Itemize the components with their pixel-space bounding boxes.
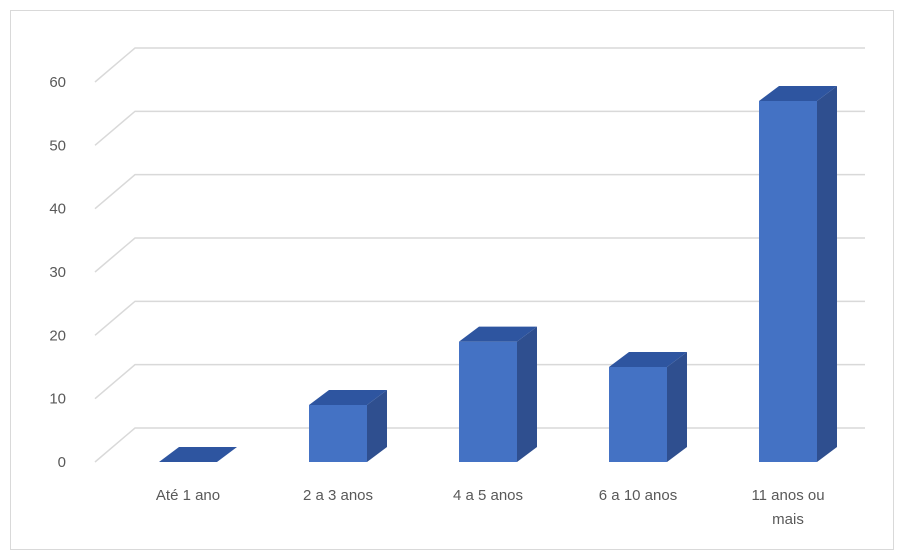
bar-side-face xyxy=(517,326,537,462)
x-axis-category-labels: Até 1 ano 2 a 3 anos 4 a 5 anos 6 a 10 anos… xyxy=(156,487,825,528)
x-category-label: 6 a 10 anos xyxy=(599,487,677,504)
gridline xyxy=(94,300,865,336)
bar xyxy=(759,86,837,462)
y-axis-tick-labels: 0 10 20 30 40 50 60 xyxy=(49,74,66,471)
bar-side-face xyxy=(667,352,687,462)
bar xyxy=(159,447,237,462)
y-tick-label: 0 xyxy=(58,454,66,471)
bar-side-face xyxy=(367,390,387,462)
chart-frame xyxy=(10,10,894,550)
bar-top-face xyxy=(309,390,387,405)
bar xyxy=(459,326,537,462)
y-tick-label: 20 xyxy=(49,327,66,344)
gridline xyxy=(94,173,865,210)
gridline xyxy=(94,110,865,146)
bar-top-face xyxy=(459,326,537,342)
y-tick-label: 30 xyxy=(49,264,66,281)
x-category-label: 4 a 5 anos xyxy=(453,487,523,504)
bar-front-face xyxy=(459,341,517,462)
bar-front-face xyxy=(609,367,667,462)
bar xyxy=(309,390,387,462)
gridline xyxy=(94,237,865,273)
x-category-label: Até 1 ano xyxy=(156,487,220,504)
y-tick-label: 60 xyxy=(49,74,66,91)
gridline xyxy=(94,47,865,83)
bar-front-face xyxy=(309,405,367,462)
bar-side-face xyxy=(817,86,837,462)
bar-top-face xyxy=(609,352,687,367)
y-tick-label: 10 xyxy=(49,391,66,408)
x-category-label: 11 anos ou mais xyxy=(751,487,824,528)
bar-front-face xyxy=(759,101,817,462)
bar xyxy=(609,352,687,462)
bar-top-face xyxy=(759,86,837,101)
x-category-label: 2 a 3 anos xyxy=(303,487,373,504)
bar-top-face xyxy=(159,447,237,462)
bars xyxy=(159,86,837,462)
y-tick-label: 50 xyxy=(49,137,66,154)
y-tick-label: 40 xyxy=(49,201,66,218)
